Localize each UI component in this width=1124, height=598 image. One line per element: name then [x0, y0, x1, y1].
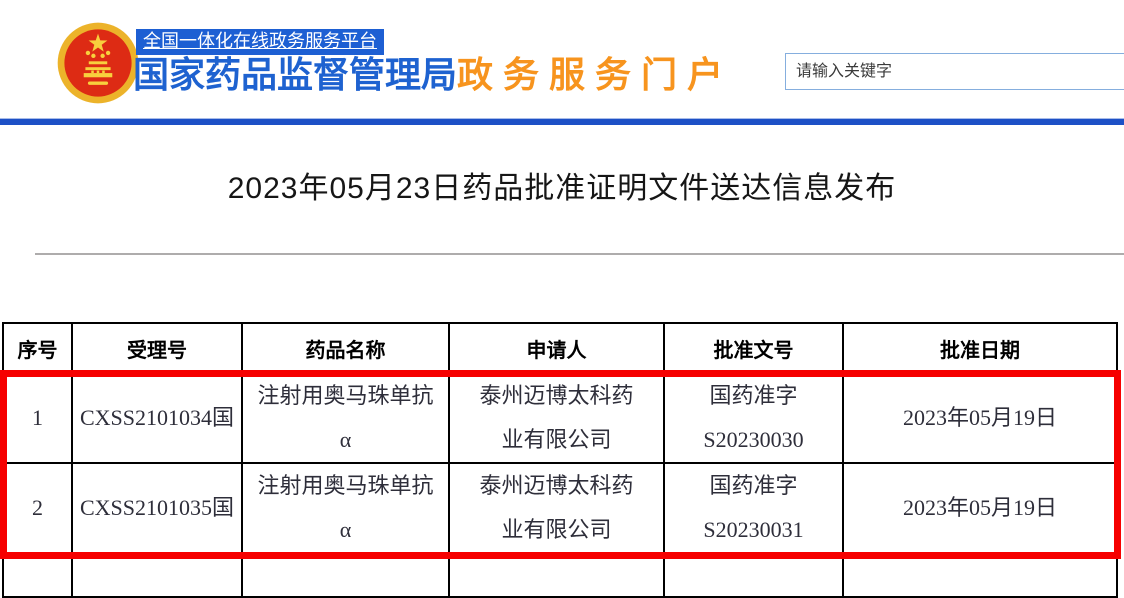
- cell-applicant: 泰州迈博太科药 业有限公司: [448, 462, 665, 554]
- cell-acceptance-no: CXSS2101034国: [71, 372, 243, 464]
- cell-approval-date: 2023年05月19日: [842, 462, 1118, 554]
- platform-banner: 全国一体化在线政务服务平台: [136, 29, 384, 55]
- column-header-acceptance-no: 受理号: [71, 322, 243, 374]
- approval-table: 序号 受理号 药品名称 申请人 批准文号 批准日期 1 CXSS2101034国…: [2, 322, 1118, 598]
- column-header-approval-date: 批准日期: [842, 322, 1118, 374]
- table-row: 1 CXSS2101034国 注射用奥马珠单抗 α 泰州迈博太科药 业有限公司 …: [2, 372, 1118, 464]
- agency-name: 国家药品监督管理局: [133, 54, 458, 95]
- cell-acceptance-no: CXSS2101035国: [71, 462, 243, 554]
- cell-seq: 1: [2, 372, 73, 464]
- cell-approval-date: 2023年05月19日: [842, 372, 1118, 464]
- table-header-row: 序号 受理号 药品名称 申请人 批准文号 批准日期: [2, 322, 1118, 374]
- cell-seq: 2: [2, 462, 73, 554]
- national-emblem-icon: [57, 22, 139, 104]
- table-row-partial: [2, 552, 1118, 598]
- content-divider: [35, 253, 1124, 255]
- column-header-applicant: 申请人: [448, 322, 665, 374]
- cell-approval-no: 国药准字 S20230030: [663, 372, 844, 464]
- search-input[interactable]: [785, 53, 1124, 90]
- cell-approval-no: 国药准字 S20230031: [663, 462, 844, 554]
- header-divider: [0, 118, 1124, 125]
- page-title: 2023年05月23日药品批准证明文件送达信息发布: [227, 172, 897, 205]
- column-header-drug-name: 药品名称: [241, 322, 450, 374]
- table-row: 2 CXSS2101035国 注射用奥马珠单抗 α 泰州迈博太科药 业有限公司 …: [2, 462, 1118, 554]
- portal-suffix: 政务服务门户: [457, 54, 734, 95]
- cell-drug-name: 注射用奥马珠单抗 α: [241, 462, 450, 554]
- column-header-seq: 序号: [2, 322, 73, 374]
- cell-applicant: 泰州迈博太科药 业有限公司: [448, 372, 665, 464]
- site-title: 国家药品监督管理局政务服务门户: [133, 53, 733, 97]
- column-header-approval-no: 批准文号: [663, 322, 844, 374]
- site-header: 全国一体化在线政务服务平台 国家药品监督管理局政务服务门户: [0, 0, 1124, 118]
- cell-drug-name: 注射用奥马珠单抗 α: [241, 372, 450, 464]
